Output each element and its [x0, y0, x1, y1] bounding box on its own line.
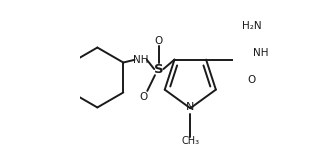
Text: N: N — [186, 102, 194, 113]
Text: O: O — [139, 92, 147, 102]
Text: CH₃: CH₃ — [181, 136, 199, 146]
Text: H₂N: H₂N — [242, 21, 261, 31]
Text: NH: NH — [133, 55, 148, 65]
Text: NH: NH — [253, 49, 268, 58]
Text: O: O — [247, 75, 255, 85]
Text: O: O — [155, 36, 163, 46]
Text: S: S — [154, 63, 164, 75]
